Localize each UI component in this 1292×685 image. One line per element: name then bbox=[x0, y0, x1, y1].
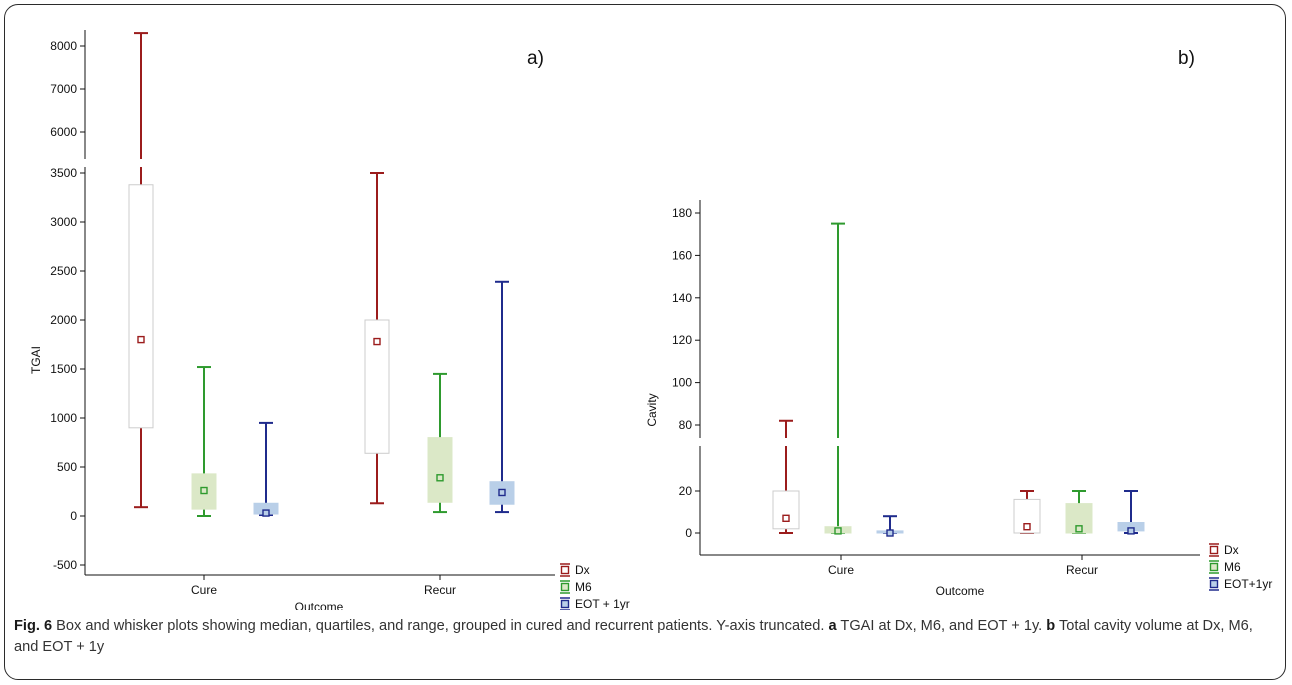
panel-b-ytick-1: 20 bbox=[679, 484, 693, 498]
panel-a-break-band bbox=[79, 159, 555, 167]
panel-a-xtick-recur: Recur bbox=[424, 583, 456, 597]
panel-a-legend-swatch-2 bbox=[560, 599, 570, 609]
panel-b-legend-item-2: EOT+1yr bbox=[1224, 577, 1272, 591]
panel-b-box-dx-recur-median bbox=[1023, 523, 1031, 531]
caption-label-a: a bbox=[828, 618, 837, 634]
panel-b-ytick-upper-2: 120 bbox=[672, 333, 692, 347]
panel-a-box-eot-1yr-cure-median bbox=[262, 509, 270, 517]
panel-a-ytick-0: -500 bbox=[53, 558, 77, 572]
panel-a-ytick-upper-1: 7000 bbox=[50, 82, 77, 96]
panel-a-xtick-cure: Cure bbox=[191, 583, 217, 597]
caption-text-1: Box and whisker plots showing median, qu… bbox=[52, 618, 829, 634]
panel-a-ytick-4: 1500 bbox=[50, 362, 77, 376]
panel-b-box-m6-recur-median bbox=[1075, 525, 1083, 533]
panel-b-legend-item-1: M6 bbox=[1224, 560, 1241, 574]
panel-a-ytick-3: 1000 bbox=[50, 411, 77, 425]
figure-frame bbox=[4, 4, 1286, 680]
panel-a-ylabel: TGAI bbox=[29, 346, 43, 374]
panel-b-ytick-upper-4: 160 bbox=[672, 248, 692, 262]
panel-a-box-m6-recur-median bbox=[436, 474, 444, 482]
panel-b-ytick-upper-1: 100 bbox=[672, 376, 692, 390]
panel-b: b) Cavity Outcome 0 20 80 100 120 140 160 180 Cu… bbox=[645, 48, 1272, 598]
panel-b-box-dx-cure-median bbox=[782, 514, 790, 522]
panel-b-xtick-cure: Cure bbox=[828, 563, 854, 577]
panel-a-ytick-5: 2000 bbox=[50, 313, 77, 327]
panel-a-box-dx-recur-median bbox=[373, 337, 381, 346]
panel-a-ytick-7: 3000 bbox=[50, 215, 77, 229]
panel-a-legend-item-2: EOT + 1yr bbox=[575, 597, 630, 610]
panel-a-ytick-upper-0: 6000 bbox=[50, 125, 77, 139]
panel-b-ylabel: Cavity bbox=[645, 393, 659, 426]
panel-b-xtick-recur: Recur bbox=[1066, 563, 1098, 577]
caption-text-2: TGAI at Dx, M6, and EOT + 1y. bbox=[836, 618, 1047, 634]
caption-text-3: Total cavity volume at Dx, M6, and EOT +… bbox=[14, 618, 1253, 655]
panel-a-ytick-upper-2: 8000 bbox=[50, 39, 77, 53]
panel-a-box-eot-1yr-recur-median bbox=[498, 488, 506, 497]
panel-a-xlabel: Outcome bbox=[295, 600, 344, 610]
panel-a-legend-swatch-0 bbox=[560, 565, 570, 575]
panel-a-legend-swatch-1 bbox=[560, 582, 570, 592]
caption-fig-label: Fig. 6 bbox=[14, 618, 53, 634]
panel-b-legend-swatch-2 bbox=[1209, 579, 1219, 589]
panel-b-break-band bbox=[694, 438, 1200, 446]
panel-a-ytick-6: 2500 bbox=[50, 264, 77, 278]
panel-b-legend-swatch-1 bbox=[1209, 562, 1219, 572]
figure-svg: a) TGAI Outcome -50005001000150020002500… bbox=[29, 30, 1272, 610]
panel-a-legend-item-1: M6 bbox=[575, 580, 592, 594]
panel-b-ytick-upper-0: 80 bbox=[679, 418, 693, 432]
panel-a-ytick-8: 3500 bbox=[50, 166, 77, 180]
panel-a-box-dx-cure-median bbox=[137, 335, 145, 344]
panel-a: a) TGAI Outcome -500 0 500 1000 1500 2000 2500… bbox=[29, 30, 630, 610]
panel-a-box-m6-recur-iqr bbox=[427, 437, 453, 503]
panel-b-legend-swatch-0 bbox=[1209, 545, 1219, 555]
panel-b-legend-item-0: Dx bbox=[1224, 543, 1239, 557]
panel-a-box-m6-cure-median bbox=[200, 486, 208, 495]
panel-b-box-dx-cure-iqr bbox=[772, 490, 800, 530]
panel-b-xlabel: Outcome bbox=[936, 584, 985, 598]
panel-b-ytick-upper-3: 140 bbox=[672, 291, 692, 305]
panel-a-box-dx-cure-iqr bbox=[128, 184, 154, 429]
panel-a-ytick-2: 500 bbox=[57, 460, 77, 474]
panel-b-box-eot-1yr-cure-median bbox=[886, 529, 894, 537]
panel-a-legend-item-0: Dx bbox=[575, 563, 590, 577]
panel-b-box-eot-1yr-recur-median bbox=[1127, 527, 1135, 535]
figure-caption: Fig. 6 Box and whisker plots showing med… bbox=[14, 616, 1276, 658]
panel-b-label: b) bbox=[1178, 48, 1195, 69]
panel-b-box-m6-cure-median bbox=[834, 527, 842, 535]
panel-a-ytick-1: 0 bbox=[70, 509, 77, 523]
panel-b-ytick-0: 0 bbox=[685, 526, 692, 540]
panel-a-label: a) bbox=[527, 48, 544, 69]
caption-label-b: b bbox=[1046, 618, 1056, 634]
panel-b-ytick-upper-5: 180 bbox=[672, 206, 692, 220]
